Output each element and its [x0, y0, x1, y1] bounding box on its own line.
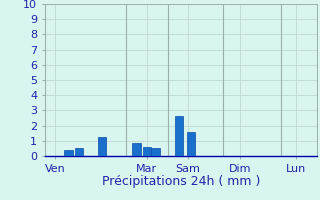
Bar: [75, 148, 83, 156]
Bar: [142, 147, 151, 156]
Bar: [187, 132, 195, 156]
Bar: [151, 148, 160, 156]
Bar: [98, 137, 106, 156]
Bar: [132, 143, 141, 156]
Bar: [175, 116, 183, 156]
X-axis label: Précipitations 24h ( mm ): Précipitations 24h ( mm ): [102, 175, 260, 188]
Bar: [64, 150, 73, 156]
